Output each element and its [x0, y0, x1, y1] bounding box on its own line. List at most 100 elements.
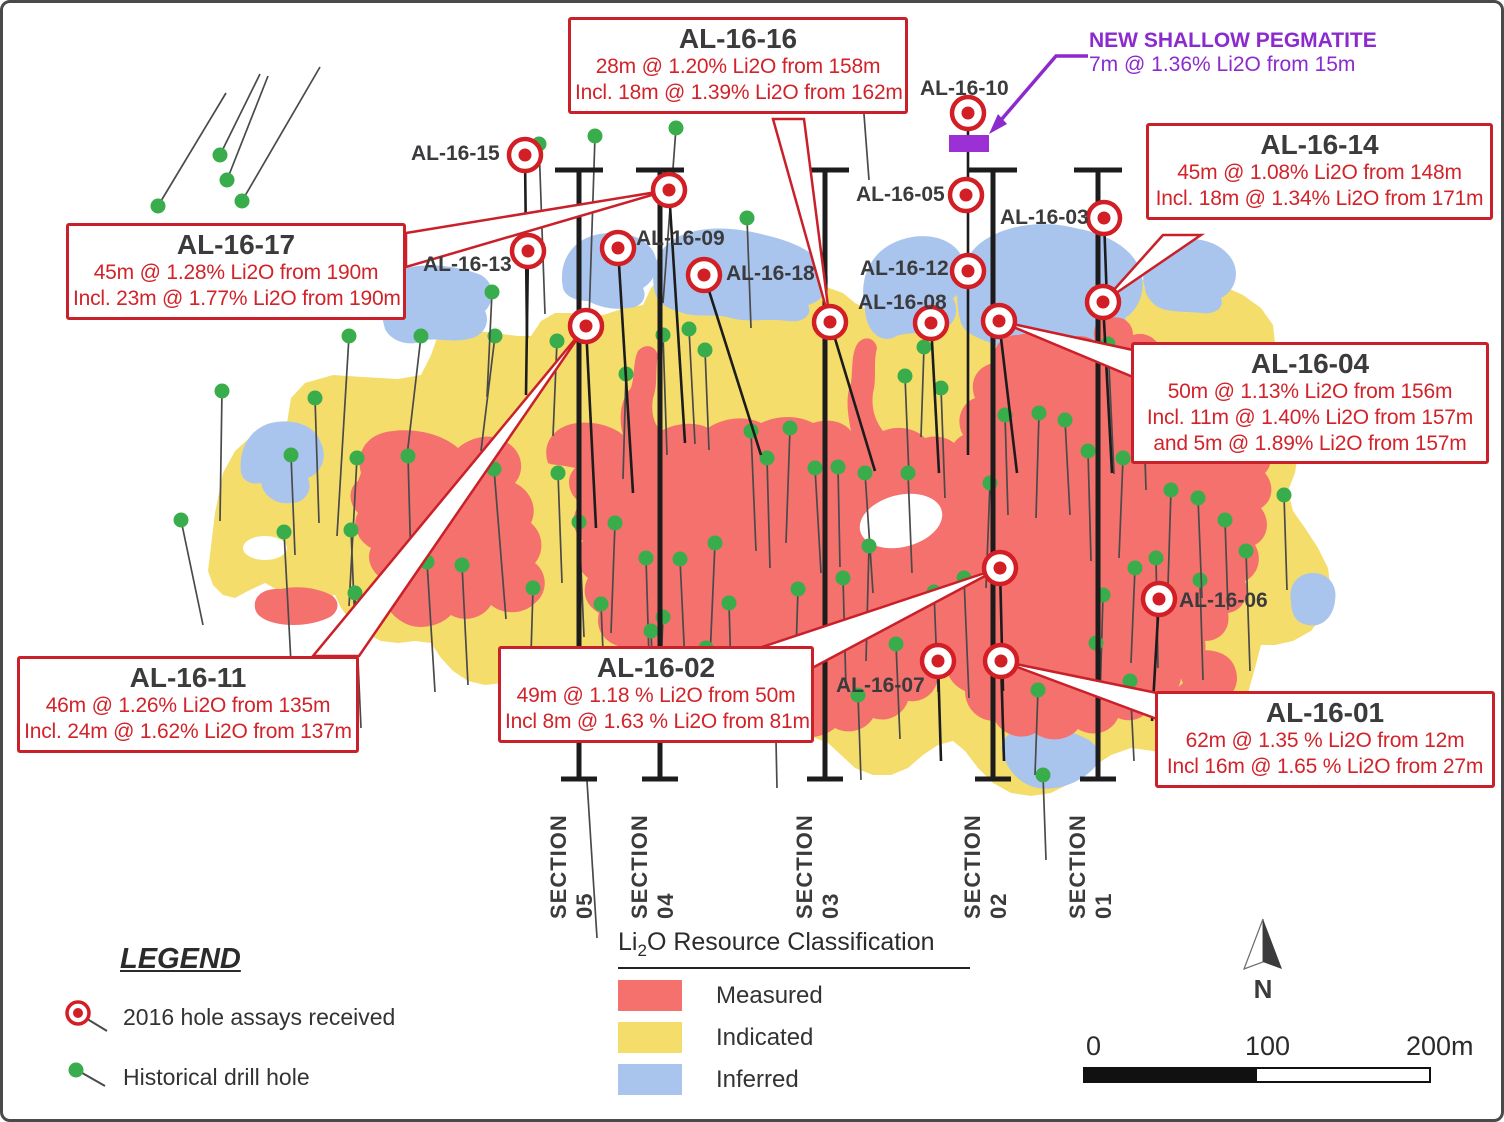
assay-hole-trace-al-16-18 — [702, 274, 763, 456]
callout-pointer-al-16-16 — [771, 117, 832, 323]
hole-label-al-16-08: AL-16-08 — [858, 291, 947, 314]
assay-interval: Incl. 24m @ 1.62% Li2O from 137m — [24, 719, 352, 743]
historical-hole-dot — [739, 210, 755, 226]
scale-bar-filled-half — [1085, 1069, 1257, 1081]
hole-label-al-16-18: AL-16-18 — [726, 262, 815, 285]
assay-hole-marker-al-16-01-interval — [982, 642, 1020, 680]
assay-interval: 62m @ 1.35 % Li2O from 12m — [1185, 729, 1465, 753]
historical-hole-trace — [963, 577, 970, 699]
historical-hole-trace — [907, 472, 913, 574]
assay-interval: 46m @ 1.26% Li2O from 135m — [45, 694, 331, 718]
assay-interval: Incl 16m @ 1.65 % Li2O from 27m — [1166, 754, 1484, 778]
classification-label: Measured — [716, 981, 823, 1009]
historical-hole-dot — [587, 128, 603, 144]
historical-hole-trace — [864, 472, 874, 594]
hole-label-al-16-15: AL-16-15 — [411, 142, 500, 165]
map-canvas — [150, 54, 1336, 939]
assay-hole-marker-al-16-10 — [949, 94, 987, 132]
hole-label-al-16-12: AL-16-12 — [860, 257, 949, 280]
historical-hole-trace — [1197, 497, 1203, 599]
historical-hole-dot — [1115, 450, 1131, 466]
historical-hole-trace — [688, 328, 696, 445]
historical-hole-trace — [588, 135, 596, 322]
historical-hole-dot — [1030, 682, 1046, 698]
legend-item-label: 2016 hole assays received — [123, 1003, 396, 1030]
callout-title: AL-16-17 — [176, 229, 296, 260]
assay-hole-marker-al-16-13 — [509, 232, 547, 270]
historical-hole-dot — [1163, 482, 1179, 498]
classification-item-measured: Measured — [618, 980, 970, 1011]
historical-hole-trace — [837, 466, 841, 568]
historical-hole-trace — [241, 66, 321, 202]
classification-item-indicated: Indicated — [618, 1022, 970, 1053]
classification-title: Li2O Resource Classification — [618, 928, 970, 969]
pegmatite-note-interval: 7m @ 1.36% Li2O from 15m — [1089, 53, 1356, 77]
assay-interval: Incl 8m @ 1.63 % Li2O from 81m — [505, 709, 810, 733]
callout-al-16-04: AL-16-04 50m @ 1.13% Li2O from 156m Incl… — [1131, 342, 1489, 465]
historical-hole-trace — [1042, 774, 1047, 861]
assay-interval: Incl. 23m @ 1.77% Li2O from 190m — [73, 286, 401, 310]
historical-hole-trace — [180, 519, 204, 626]
callout-title: AL-16-04 — [1250, 348, 1370, 379]
historical-hole-dot — [900, 465, 916, 481]
scale-bar: 0 100 200m — [1083, 1031, 1474, 1083]
historical-hole-trace — [662, 334, 668, 456]
historical-hole-trace — [1199, 579, 1204, 681]
historical-hole-dot — [549, 333, 565, 349]
inferred-swatch — [618, 1064, 682, 1095]
section-label-02: SECTION 02 — [960, 814, 1011, 919]
historical-hole-dot — [1148, 550, 1164, 566]
historical-hole-dot — [850, 687, 866, 703]
callout-al-16-11: AL-16-11 46m @ 1.26% Li2O from 135m Incl… — [17, 656, 359, 753]
historical-hole-trace — [557, 472, 563, 584]
historical-hole-trace — [538, 143, 546, 315]
bullseye-icon — [65, 1000, 108, 1032]
historical-hole-dot — [454, 557, 470, 573]
assay-hole-trace-al-16-04-interval — [997, 320, 1019, 474]
historical-hole-trace — [709, 542, 716, 659]
historical-hole-dot — [343, 522, 359, 538]
historical-hole-trace — [750, 430, 757, 552]
hole-label-al-16-03: AL-16-03 — [1000, 206, 1089, 229]
callout-title: AL-16-16 — [678, 23, 798, 54]
historical-hole-trace — [219, 73, 261, 156]
assay-hole-marker-al-16-08 — [912, 304, 950, 342]
historical-hole-trace — [1245, 550, 1251, 672]
measured-swatch — [618, 980, 682, 1011]
legend-item-historical: Historical drill hole — [63, 1058, 395, 1096]
historical-hole-dot — [214, 383, 230, 399]
resource-classification-legend: Li2O Resource Classification Measured In… — [618, 928, 970, 1095]
assay-interval: 28m @ 1.20% Li2O from 158m — [595, 55, 881, 79]
historical-hole-dot — [1192, 572, 1208, 588]
historical-hole-dot — [1057, 412, 1073, 428]
callout-title: AL-16-01 — [1265, 697, 1385, 728]
historical-hole-dot — [413, 328, 429, 344]
assay-hole-marker-al-16-02-interval — [981, 549, 1019, 587]
callout-al-16-14: AL-16-14 45m @ 1.08% Li2O from 148m Incl… — [1146, 123, 1493, 220]
assay-hole-marker-al-16-09 — [599, 229, 637, 267]
assay-hole-marker-al-16-15 — [506, 136, 544, 174]
assay-hole-trace-al-16-08 — [929, 322, 941, 474]
historical-hole-dot — [593, 596, 609, 612]
historical-hole-dot — [484, 284, 500, 300]
section-label-01: SECTION 01 — [1065, 814, 1116, 919]
pegmatite-note: NEW SHALLOW PEGMATITE 7m @ 1.36% Li2O fr… — [1089, 29, 1377, 77]
assay-hole-marker-al-16-04-interval — [980, 302, 1018, 340]
scale-bar-labels: 0 100 200m — [1083, 1031, 1474, 1061]
historical-hole-dot — [307, 390, 323, 406]
legend-title: LEGEND — [120, 943, 241, 975]
historical-hole-trace — [1224, 519, 1229, 611]
historical-dot-icon — [68, 1062, 106, 1087]
historical-hole-trace — [1035, 412, 1040, 519]
hole-label-al-16-09: AL-16-09 — [636, 227, 725, 250]
historical-hole-dot — [283, 447, 299, 463]
historical-hole-dot — [341, 328, 357, 344]
historical-hole-dot — [830, 459, 846, 475]
scale-bar-empty-half — [1257, 1069, 1429, 1081]
historical-hole-trace — [1087, 450, 1092, 562]
historical-hole-trace — [920, 346, 925, 438]
callout-al-16-17: AL-16-17 45m @ 1.28% Li2O from 190m Incl… — [66, 223, 406, 320]
historical-hole-trace — [406, 335, 422, 457]
scale-bar-rule — [1083, 1067, 1431, 1083]
historical-hole-dot — [219, 172, 235, 188]
